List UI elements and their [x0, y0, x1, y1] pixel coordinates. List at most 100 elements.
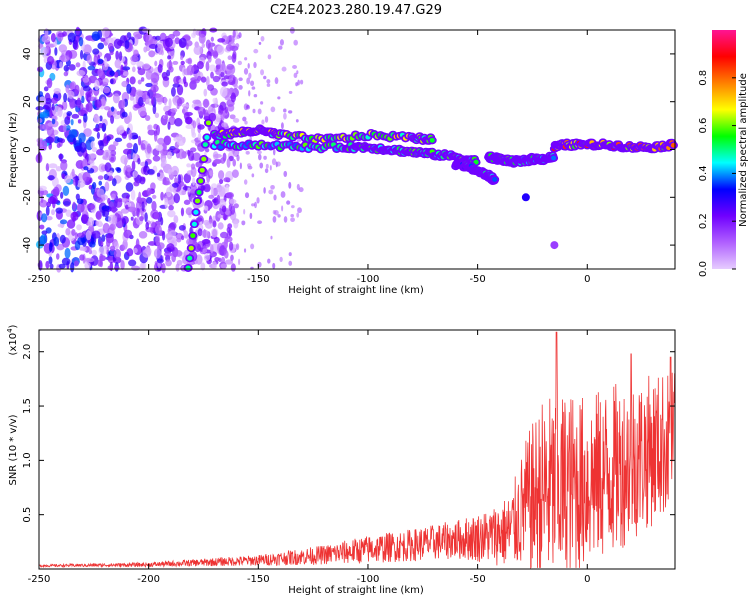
heatmap-noise-cell: [278, 45, 283, 50]
heatmap-noise-cell: [163, 96, 167, 106]
heatmap-noise-cell: [208, 64, 217, 72]
heatmap-noise-cell: [165, 186, 172, 198]
heatmap-noise-cell: [251, 86, 256, 90]
heatmap-noise-cell: [153, 248, 162, 259]
heatmap-noise-cell: [136, 90, 144, 97]
heatmap-noise-cell: [172, 60, 179, 65]
heatmap-noise-cell: [219, 101, 227, 112]
heatmap-noise-cell: [183, 76, 187, 85]
heatmap-noise-cell: [248, 90, 251, 97]
heatmap-noise-cell: [91, 31, 101, 41]
heatmap-noise-cell: [220, 157, 226, 164]
heatmap-noise-cell: [242, 116, 247, 122]
heatmap-noise-cell: [243, 179, 248, 185]
snr-y-axis-label: SNR (10 * v/v): [8, 414, 19, 485]
heatmap-noise-cell: [74, 84, 80, 95]
heatmap-noise-cell: [46, 43, 50, 54]
heatmap-noise-cell: [121, 208, 127, 214]
heatmap-noise-cell: [176, 237, 182, 243]
heatmap-noise-cell: [172, 182, 179, 188]
heatmap-noise-cell: [132, 142, 139, 154]
heatmap-noise-cell: [154, 35, 161, 41]
heatmap-noise-cell: [168, 98, 172, 109]
heatmap-noise-cell: [157, 63, 163, 73]
heatmap-noise-cell: [173, 193, 180, 204]
heatmap-noise-cell: [56, 243, 65, 251]
heatmap-noise-cell: [130, 189, 136, 201]
heatmap-noise-cell: [121, 131, 127, 139]
heatmap-noise-cell: [176, 97, 183, 107]
heatmap-noise-cell: [233, 220, 239, 229]
x-tick-label: 0: [584, 274, 590, 285]
heatmap-noise-cell: [192, 152, 201, 162]
heatmap-noise-cell: [231, 169, 239, 178]
heatmap-noise-cell: [69, 82, 75, 90]
heatmap-noise-cell: [50, 33, 56, 43]
heatmap-noise-cell: [103, 173, 109, 181]
heatmap-noise-cell: [60, 191, 64, 199]
heatmap-noise-cell: [98, 180, 103, 186]
heatmap-noise-cell: [203, 205, 209, 211]
heatmap-noise-cell: [161, 142, 167, 152]
heatmap-noise-cell: [220, 62, 227, 73]
heatmap-noise-cell: [164, 251, 173, 257]
heatmap-noise-cell: [160, 191, 164, 201]
heatmap-noise-cell: [94, 79, 100, 91]
heatmap-noise-cell: [137, 157, 141, 165]
heatmap-noise-cell: [102, 155, 107, 160]
heatmap-noise-cell: [111, 205, 117, 214]
heatmap-noise-cell: [176, 139, 185, 147]
heatmap-noise-cell: [51, 209, 55, 216]
heatmap-noise-cell: [251, 173, 255, 178]
heatmap-noise-cell: [129, 95, 135, 101]
heatmap-noise-cell: [125, 204, 129, 210]
colorbar-tick-label: 0.4: [698, 165, 709, 181]
heatmap-noise-cell: [297, 207, 302, 214]
heatmap-noise-cell: [146, 187, 152, 196]
heatmap-noise-cell: [230, 254, 234, 261]
heatmap-noise-cell: [143, 46, 148, 53]
heatmap-noise-cell: [164, 197, 169, 209]
heatmap-noise-cell: [102, 64, 109, 71]
heatmap-noise-cell: [53, 236, 60, 247]
heatmap-noise-cell: [92, 181, 97, 190]
heatmap-noise-cell: [152, 155, 161, 162]
heatmap-noise-cell: [67, 32, 76, 43]
heatmap-noise-cell: [220, 263, 228, 269]
heatmap-feature-cell: [550, 155, 557, 161]
heatmap-noise-cell: [137, 68, 146, 76]
heatmap-blob: [550, 241, 559, 250]
heatmap-noise-cell: [212, 75, 221, 83]
heatmap-noise-cell: [128, 111, 132, 122]
heatmap-noise-cell: [63, 123, 67, 133]
heatmap-noise-cell: [104, 181, 110, 192]
heatmap-noise-cell: [62, 31, 67, 37]
heatmap-noise-cell: [55, 165, 62, 172]
x-tick-label: -50: [469, 274, 485, 285]
heatmap-noise-cell: [79, 141, 87, 153]
heatmap-feature-cell: [205, 120, 212, 126]
heatmap-noise-cell: [58, 44, 68, 53]
heatmap-noise-cell: [232, 117, 240, 123]
heatmap-noise-cell: [190, 163, 196, 170]
heatmap-noise-cell: [138, 231, 148, 239]
heatmap-noise-cell: [59, 138, 66, 144]
heatmap-noise-cell: [202, 108, 206, 115]
heatmap-noise-cell: [183, 173, 192, 184]
heatmap-noise-cell: [96, 188, 105, 198]
snr-panel: -250 -200 -150 -100 -50 0 0.5 1.0 1.5 2.0 Height…: [6, 324, 676, 596]
heatmap-noise-cell: [174, 249, 183, 257]
y-tick-label: 20: [22, 95, 33, 108]
heatmap-noise-cell: [181, 235, 185, 241]
heatmap-noise-cell: [203, 184, 211, 193]
heatmap-noise-cell: [168, 66, 174, 73]
heatmap-noise-cell: [295, 82, 298, 87]
heatmap-noise-cell: [186, 163, 191, 168]
heatmap-noise-cell: [228, 241, 234, 251]
heatmap-noise-cell: [215, 64, 221, 70]
heatmap-noise-cell: [59, 153, 63, 162]
heatmap-noise-cell: [161, 263, 166, 274]
heatmap-noise-cell: [49, 263, 54, 270]
heatmap-noise-cell: [228, 75, 233, 83]
heatmap-noise-cell: [65, 228, 71, 236]
